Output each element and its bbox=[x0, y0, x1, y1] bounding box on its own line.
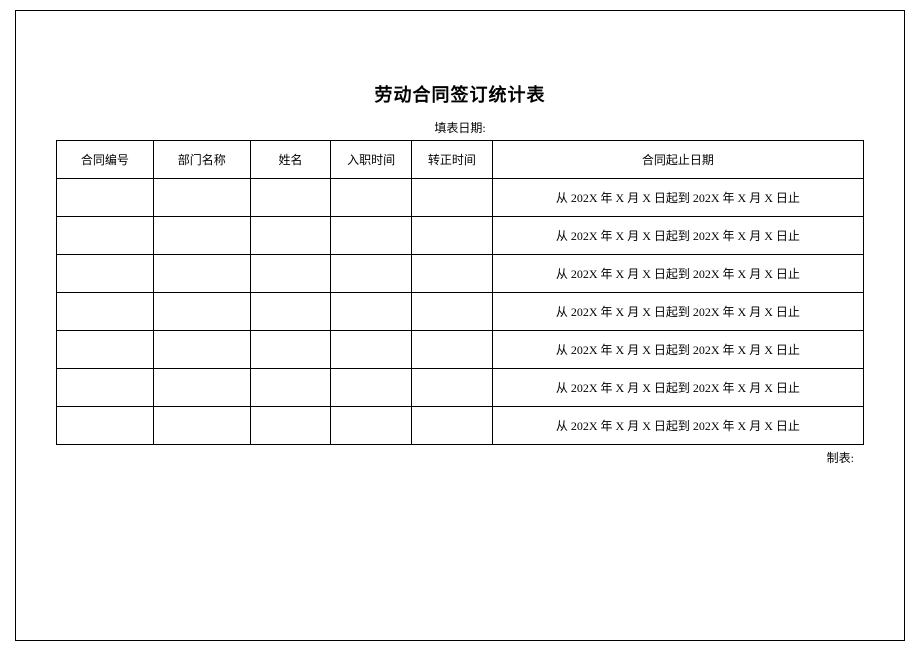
table-row: 从 202X 年 X 月 X 日起到 202X 年 X 月 X 日止 bbox=[57, 407, 864, 445]
cell-dept bbox=[153, 217, 250, 255]
table-header-row: 合同编号 部门名称 姓名 入职时间 转正时间 合同起止日期 bbox=[57, 141, 864, 179]
cell-name bbox=[250, 255, 331, 293]
col-header-entry: 入职时间 bbox=[331, 141, 412, 179]
cell-contract-no bbox=[57, 407, 154, 445]
cell-entry bbox=[331, 179, 412, 217]
table-row: 从 202X 年 X 月 X 日起到 202X 年 X 月 X 日止 bbox=[57, 179, 864, 217]
cell-contract-no bbox=[57, 255, 154, 293]
cell-entry bbox=[331, 407, 412, 445]
table-row: 从 202X 年 X 月 X 日起到 202X 年 X 月 X 日止 bbox=[57, 331, 864, 369]
cell-regular bbox=[412, 179, 493, 217]
cell-entry bbox=[331, 293, 412, 331]
cell-dept bbox=[153, 369, 250, 407]
cell-regular bbox=[412, 255, 493, 293]
cell-entry bbox=[331, 369, 412, 407]
cell-dept bbox=[153, 255, 250, 293]
table-row: 从 202X 年 X 月 X 日起到 202X 年 X 月 X 日止 bbox=[57, 217, 864, 255]
cell-dept bbox=[153, 331, 250, 369]
col-header-name: 姓名 bbox=[250, 141, 331, 179]
page-title: 劳动合同签订统计表 bbox=[56, 81, 864, 107]
table-body: 从 202X 年 X 月 X 日起到 202X 年 X 月 X 日止 从 202… bbox=[57, 179, 864, 445]
cell-contract-no bbox=[57, 331, 154, 369]
contract-table: 合同编号 部门名称 姓名 入职时间 转正时间 合同起止日期 从 202X 年 X… bbox=[56, 140, 864, 445]
col-header-dept: 部门名称 bbox=[153, 141, 250, 179]
cell-regular bbox=[412, 331, 493, 369]
fill-date-label: 填表日期: bbox=[56, 119, 864, 136]
cell-period: 从 202X 年 X 月 X 日起到 202X 年 X 月 X 日止 bbox=[492, 255, 863, 293]
table-row: 从 202X 年 X 月 X 日起到 202X 年 X 月 X 日止 bbox=[57, 369, 864, 407]
cell-name bbox=[250, 369, 331, 407]
cell-regular bbox=[412, 407, 493, 445]
cell-period: 从 202X 年 X 月 X 日起到 202X 年 X 月 X 日止 bbox=[492, 369, 863, 407]
cell-period: 从 202X 年 X 月 X 日起到 202X 年 X 月 X 日止 bbox=[492, 293, 863, 331]
cell-contract-no bbox=[57, 217, 154, 255]
cell-period: 从 202X 年 X 月 X 日起到 202X 年 X 月 X 日止 bbox=[492, 407, 863, 445]
cell-name bbox=[250, 179, 331, 217]
col-header-contract-no: 合同编号 bbox=[57, 141, 154, 179]
cell-regular bbox=[412, 369, 493, 407]
footer-label: 制表: bbox=[56, 449, 864, 466]
cell-contract-no bbox=[57, 369, 154, 407]
cell-contract-no bbox=[57, 293, 154, 331]
cell-contract-no bbox=[57, 179, 154, 217]
cell-regular bbox=[412, 293, 493, 331]
col-header-period: 合同起止日期 bbox=[492, 141, 863, 179]
cell-dept bbox=[153, 179, 250, 217]
page-border: 劳动合同签订统计表 填表日期: 合同编号 部门名称 姓名 入职时间 转正时间 合… bbox=[15, 10, 905, 641]
cell-period: 从 202X 年 X 月 X 日起到 202X 年 X 月 X 日止 bbox=[492, 217, 863, 255]
table-row: 从 202X 年 X 月 X 日起到 202X 年 X 月 X 日止 bbox=[57, 255, 864, 293]
cell-entry bbox=[331, 255, 412, 293]
cell-period: 从 202X 年 X 月 X 日起到 202X 年 X 月 X 日止 bbox=[492, 179, 863, 217]
cell-period: 从 202X 年 X 月 X 日起到 202X 年 X 月 X 日止 bbox=[492, 331, 863, 369]
cell-name bbox=[250, 217, 331, 255]
cell-entry bbox=[331, 331, 412, 369]
cell-regular bbox=[412, 217, 493, 255]
col-header-regular: 转正时间 bbox=[412, 141, 493, 179]
table-row: 从 202X 年 X 月 X 日起到 202X 年 X 月 X 日止 bbox=[57, 293, 864, 331]
cell-name bbox=[250, 331, 331, 369]
cell-entry bbox=[331, 217, 412, 255]
cell-dept bbox=[153, 407, 250, 445]
cell-dept bbox=[153, 293, 250, 331]
cell-name bbox=[250, 407, 331, 445]
cell-name bbox=[250, 293, 331, 331]
